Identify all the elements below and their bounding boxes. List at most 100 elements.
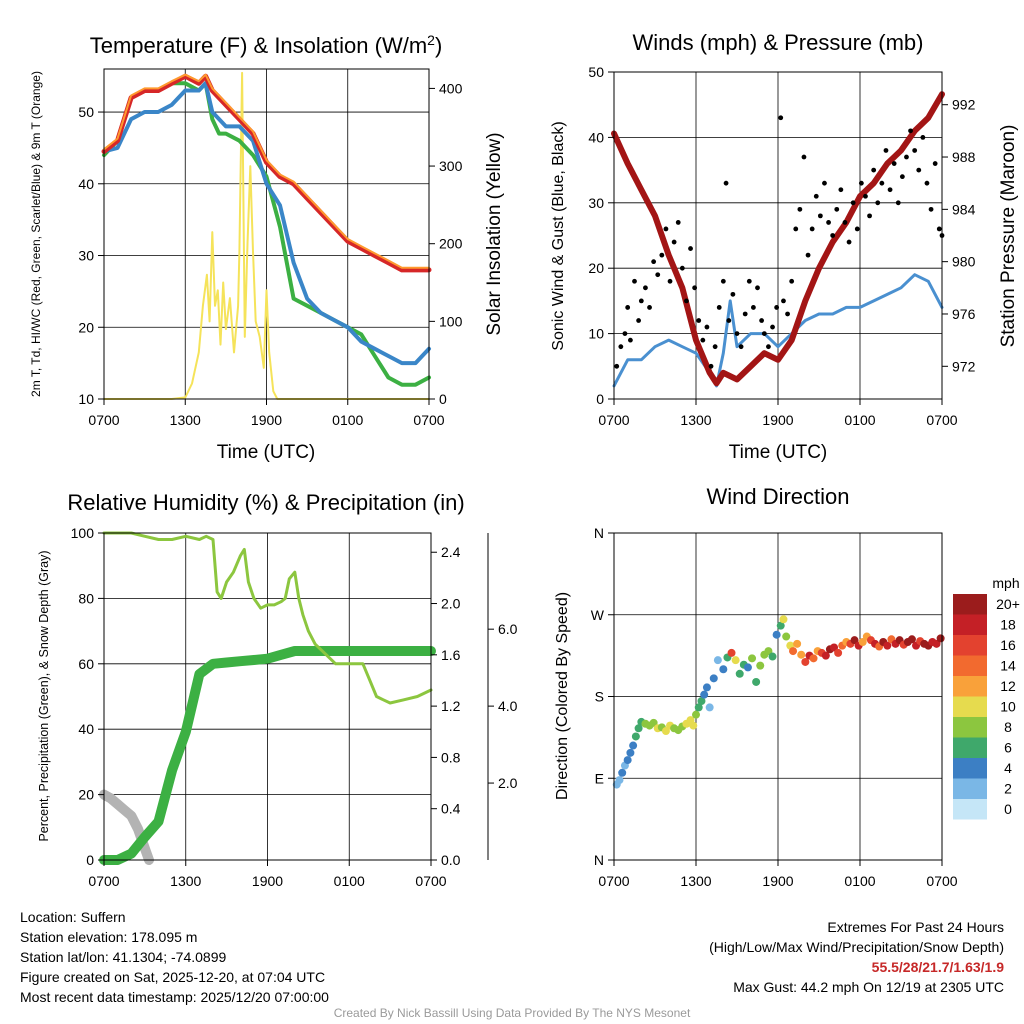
humidity-title: Relative Humidity (%) & Precipitation (i… bbox=[67, 490, 464, 515]
gust-point bbox=[625, 305, 631, 310]
temperature-ticks: 0700 1300 1900 0100 070010203040500100200300… bbox=[78, 80, 462, 428]
y-tick-label: 4.0 bbox=[498, 698, 518, 714]
gust-point bbox=[778, 115, 784, 121]
gust-point bbox=[730, 291, 736, 297]
gust-point bbox=[751, 305, 756, 310]
gust-point bbox=[761, 331, 767, 336]
x-tick-label: 0100 bbox=[332, 412, 363, 428]
direction-point bbox=[821, 651, 830, 660]
extremes-title: Extremes For Past 24 Hours bbox=[827, 919, 1004, 935]
direction-point bbox=[629, 741, 638, 750]
y-tick-label: 50 bbox=[78, 104, 94, 120]
legend-label: 4 bbox=[1004, 760, 1012, 776]
gust-point bbox=[912, 148, 918, 153]
y-tick-label: 60 bbox=[78, 656, 94, 672]
legend-swatch bbox=[953, 614, 987, 635]
y-tick-label: 30 bbox=[588, 195, 604, 211]
y-tick-label: 992 bbox=[952, 97, 976, 113]
direction-point bbox=[936, 634, 945, 643]
direction-point bbox=[735, 669, 744, 678]
gust-point bbox=[932, 161, 938, 166]
x-tick-label: 0700 bbox=[88, 873, 119, 889]
nine-meter-temperature-line bbox=[103, 73, 430, 269]
gust-point bbox=[826, 220, 831, 225]
direction-point bbox=[631, 732, 640, 741]
x-tick-label: 1900 bbox=[251, 412, 282, 428]
gust-point bbox=[858, 180, 864, 186]
direction-title: Wind Direction bbox=[706, 484, 849, 509]
y-tick-label: 40 bbox=[78, 176, 94, 192]
gust-point bbox=[785, 311, 790, 317]
gust-point bbox=[671, 239, 677, 245]
direction-point bbox=[649, 718, 658, 727]
extremes-values: 55.5/28/21.7/1.63/1.9 bbox=[871, 959, 1004, 975]
direction-point bbox=[719, 665, 728, 674]
legend-swatch bbox=[953, 676, 987, 697]
direction-point bbox=[830, 643, 839, 652]
legend-label: 6 bbox=[1004, 740, 1012, 756]
humidity-ticks: 0700 1300 1900 0100 0700 0 20 40 60 80 100 0.0 0.4 0.… bbox=[71, 525, 518, 889]
gust-point bbox=[797, 206, 803, 212]
direction-grid bbox=[614, 533, 942, 860]
direction-point bbox=[661, 727, 670, 736]
x-tick-label: 0700 bbox=[88, 412, 119, 428]
y-tick-label: 976 bbox=[952, 306, 976, 322]
figure-created: Figure created on Sat, 2025-12-20, at 07… bbox=[20, 969, 326, 985]
x-tick-label: 0700 bbox=[413, 412, 444, 428]
solar-insolation-line bbox=[103, 71, 430, 400]
gust-point bbox=[834, 206, 840, 212]
legend-swatch bbox=[953, 655, 987, 676]
gust-point bbox=[887, 187, 893, 193]
x-tick-label: 0100 bbox=[844, 873, 875, 889]
gust-point bbox=[720, 278, 726, 284]
legend-swatch bbox=[953, 799, 987, 820]
gust-point bbox=[659, 252, 665, 258]
gust-point bbox=[863, 193, 868, 199]
y-tick-label: 200 bbox=[439, 236, 463, 252]
direction-point bbox=[697, 697, 706, 706]
y-tick-label: 0.0 bbox=[441, 852, 461, 868]
direction-point bbox=[705, 703, 714, 712]
relative-humidity-line bbox=[102, 531, 433, 705]
gust-point bbox=[638, 298, 644, 304]
y-tick-label: 20 bbox=[588, 260, 604, 276]
gust-point bbox=[883, 148, 889, 153]
gust-point bbox=[647, 305, 652, 310]
direction-point bbox=[743, 663, 752, 672]
max-gust: Max Gust: 44.2 mph On 12/19 at 2305 UTC bbox=[733, 979, 1004, 995]
y-tick-label: 20 bbox=[78, 787, 94, 803]
direction-point bbox=[692, 710, 700, 719]
station-pressure-line bbox=[611, 91, 945, 387]
direction-left-axis-label: Direction (Colored By Speed) bbox=[554, 592, 571, 800]
legend-label: 20+ bbox=[996, 596, 1020, 612]
direction-point bbox=[779, 615, 788, 624]
y-tick-label: 0 bbox=[596, 391, 604, 407]
y-tick-label: 20 bbox=[78, 319, 94, 335]
direction-point bbox=[626, 748, 635, 757]
gust-point bbox=[908, 128, 913, 134]
gust-point bbox=[766, 344, 771, 350]
y-tick-label: 1.6 bbox=[441, 647, 461, 663]
x-tick-label: 0700 bbox=[598, 412, 629, 428]
direction-point bbox=[793, 639, 802, 648]
temperature-panel: Temperature (F) & Insolation (W/m2) 0700… bbox=[29, 32, 505, 463]
gust-point bbox=[622, 331, 628, 336]
recent-timestamp: Most recent data timestamp: 2025/12/20 0… bbox=[20, 989, 329, 1005]
precipitation-line bbox=[99, 646, 436, 865]
direction-point bbox=[618, 768, 627, 777]
gust-point bbox=[734, 331, 740, 336]
y-tick-label: 0.8 bbox=[441, 749, 461, 765]
gust-point bbox=[846, 239, 852, 245]
gust-point bbox=[789, 278, 795, 284]
y-tick-label: 2.0 bbox=[498, 775, 518, 791]
humidity-left-axis-label: Percent, Precipitation (Green), & Snow D… bbox=[37, 550, 51, 841]
gust-point bbox=[704, 324, 710, 330]
gust-point bbox=[692, 285, 698, 291]
gust-point bbox=[875, 200, 881, 206]
speed-legend: 20+ 18 16 14 12 10 8 6 4 2 0 bbox=[953, 594, 1020, 820]
direction-point bbox=[776, 621, 785, 630]
gust-point bbox=[899, 174, 905, 180]
gust-point bbox=[628, 337, 633, 343]
direction-point bbox=[932, 639, 941, 648]
direction-point bbox=[623, 756, 632, 765]
